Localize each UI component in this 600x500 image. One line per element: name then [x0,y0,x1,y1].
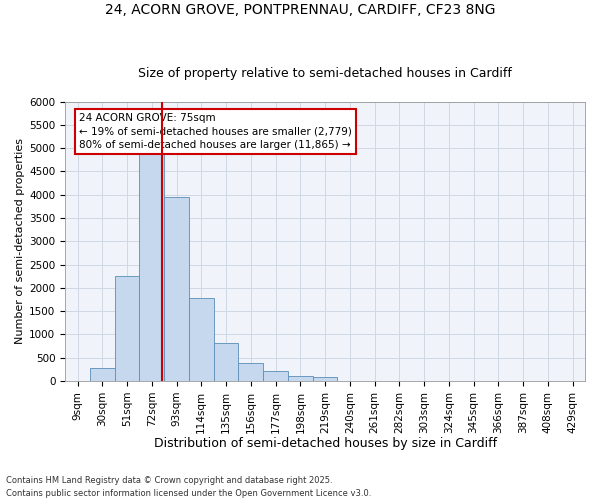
Title: Size of property relative to semi-detached houses in Cardiff: Size of property relative to semi-detach… [138,66,512,80]
Text: 24 ACORN GROVE: 75sqm
← 19% of semi-detached houses are smaller (2,779)
80% of s: 24 ACORN GROVE: 75sqm ← 19% of semi-deta… [79,113,352,150]
Bar [313,378,337,381]
Bar [115,276,139,381]
Bar [164,197,189,381]
Bar [189,298,214,381]
Y-axis label: Number of semi-detached properties: Number of semi-detached properties [15,138,25,344]
Bar [263,371,288,381]
X-axis label: Distribution of semi-detached houses by size in Cardiff: Distribution of semi-detached houses by … [154,437,497,450]
Bar [214,343,238,381]
Bar [288,376,313,381]
Text: Contains HM Land Registry data © Crown copyright and database right 2025.
Contai: Contains HM Land Registry data © Crown c… [6,476,371,498]
Bar [238,363,263,381]
Bar [139,150,164,381]
Bar [90,368,115,381]
Text: 24, ACORN GROVE, PONTPRENNAU, CARDIFF, CF23 8NG: 24, ACORN GROVE, PONTPRENNAU, CARDIFF, C… [105,2,495,16]
